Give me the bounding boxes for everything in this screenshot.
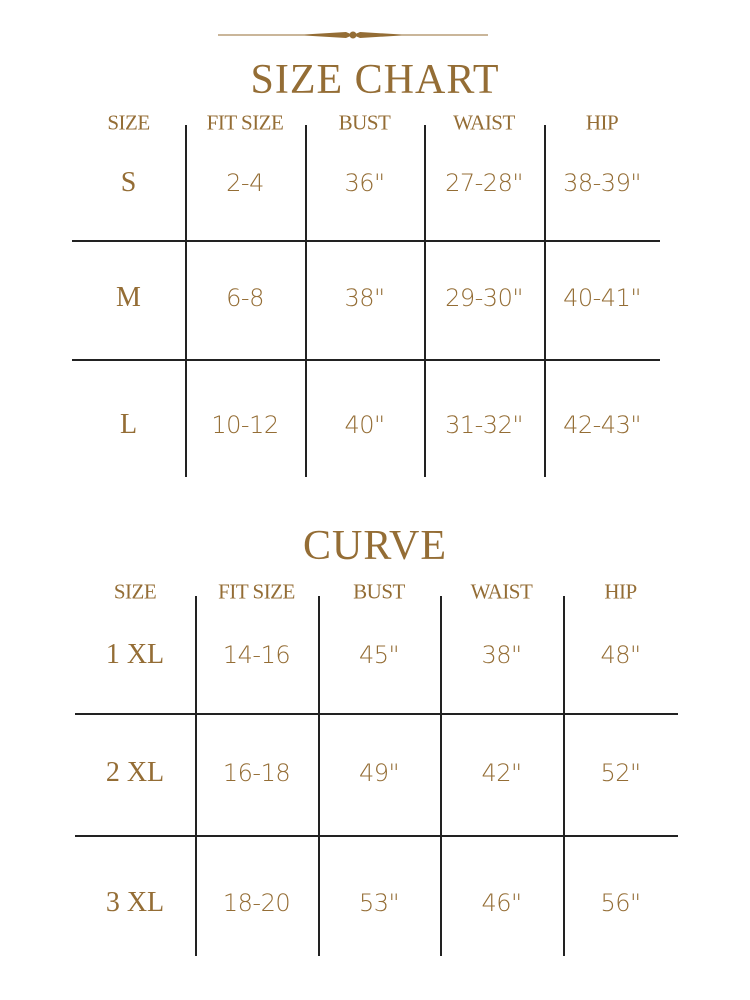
table-cell: 36" (344, 169, 385, 197)
column-header: HIP (604, 579, 637, 604)
size-label: 1 XL (105, 639, 165, 670)
size-label: S (120, 167, 137, 198)
size-label: 2 XL (105, 757, 165, 788)
table-cell: 38" (481, 641, 522, 669)
row-divider (75, 835, 678, 837)
ornament-divider-icon (218, 31, 488, 39)
column-header: WAIST (470, 579, 533, 604)
row-divider (75, 713, 678, 715)
column-divider (195, 596, 197, 956)
curve-chart-title: CURVE (303, 523, 447, 569)
table-cell: 45" (358, 641, 400, 669)
column-divider (305, 125, 307, 477)
table-cell: 49" (358, 759, 400, 787)
column-divider (440, 596, 442, 956)
table-cell: 18-20 (222, 889, 291, 917)
table-cell: 53" (358, 889, 400, 917)
table-cell: 29-30" (445, 284, 523, 312)
table-cell: 31-32" (445, 411, 523, 439)
column-header: BUST (353, 579, 405, 604)
column-header: HIP (585, 110, 619, 135)
table-cell: 38-39" (563, 169, 641, 197)
table-cell: 14-16 (222, 641, 291, 669)
size-label: L (119, 409, 138, 440)
size-label: 3 XL (105, 887, 165, 918)
table-cell: 46" (481, 889, 522, 917)
table-cell: 38" (344, 284, 385, 312)
size-label: M (116, 282, 141, 313)
table-cell: 42-43" (563, 411, 641, 439)
column-header: SIZE (113, 579, 157, 604)
row-divider (72, 240, 660, 242)
table-cell: 42" (481, 759, 522, 787)
column-header: FIT SIZE (206, 110, 284, 135)
table-cell: 56" (600, 889, 641, 917)
table-cell: 40" (344, 411, 385, 439)
table-cell: 52" (600, 759, 641, 787)
column-divider (185, 125, 187, 477)
row-divider (72, 359, 660, 361)
table-cell: 10-12 (211, 411, 279, 439)
column-header: FIT SIZE (218, 579, 295, 604)
table-cell: 48" (600, 641, 641, 669)
table-cell: 40-41" (563, 284, 641, 312)
column-header: BUST (338, 110, 391, 135)
column-header: SIZE (107, 110, 150, 135)
column-divider (563, 596, 565, 956)
table-cell: 6-8 (226, 284, 264, 312)
table-cell: 16-18 (222, 759, 291, 787)
table-cell: 2-4 (226, 169, 264, 197)
table-cell: 27-28" (445, 169, 523, 197)
column-divider (544, 125, 546, 477)
size-chart-title: SIZE CHART (250, 57, 500, 103)
column-header: WAIST (453, 110, 515, 135)
column-divider (318, 596, 320, 956)
column-divider (424, 125, 426, 477)
